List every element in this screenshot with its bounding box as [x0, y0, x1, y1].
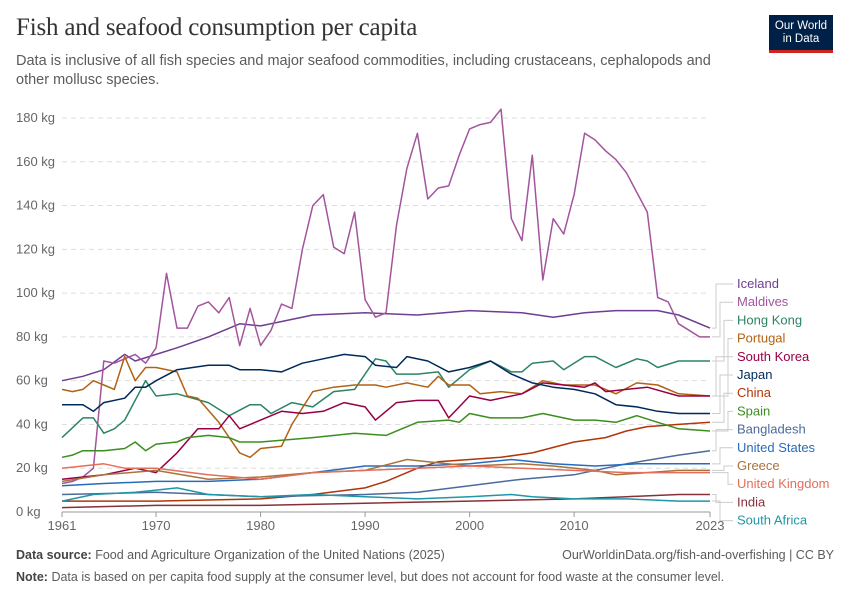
- chart-subtitle: Data is inclusive of all fish species an…: [16, 53, 711, 88]
- y-tick-label: 60 kg: [16, 373, 48, 388]
- legend-connector: [712, 338, 733, 397]
- legend-connector: [712, 429, 733, 452]
- legend-label: India: [737, 494, 766, 509]
- legend-label: Maldives: [737, 294, 789, 309]
- y-tick-label: 0 kg: [16, 504, 41, 519]
- legend-connector: [712, 356, 733, 397]
- note-text: Data is based on per capita food supply …: [51, 570, 725, 584]
- legend-label: Hong Kong: [737, 312, 802, 327]
- series-line-south-africa: [61, 487, 710, 502]
- series-line-united-kingdom: [61, 463, 710, 480]
- series-line-maldives: [61, 108, 710, 485]
- legend-connector: [712, 301, 733, 338]
- legend-connector: [712, 410, 733, 432]
- logo-line-1: Our World: [774, 20, 828, 32]
- x-tick-label: 1980: [246, 518, 275, 533]
- legend-connector: [712, 465, 733, 471]
- legend-label: Bangladesh: [737, 422, 806, 437]
- series-line-japan: [62, 353, 710, 415]
- source-text: Food and Agriculture Organization of the…: [95, 548, 445, 562]
- series-line-united-states: [61, 458, 710, 487]
- y-tick-label: 120 kg: [16, 241, 55, 256]
- legend-label: Iceland: [737, 276, 779, 291]
- owid-logo[interactable]: Our World in Data: [769, 15, 833, 53]
- legend-connector: [712, 472, 733, 485]
- legend-label: United Kingdom: [737, 476, 830, 491]
- source-url[interactable]: OurWorldinData.org/fish-and-overfishing …: [562, 548, 834, 562]
- y-tick-label: 160 kg: [16, 154, 55, 169]
- legend-connector: [712, 500, 733, 522]
- note: Note: Data is based on per capita food s…: [16, 570, 724, 584]
- series-line-greece: [61, 458, 710, 483]
- series-line-india: [61, 493, 710, 509]
- legend-label: Greece: [737, 458, 780, 473]
- legend-label: Portugal: [737, 331, 786, 346]
- legend-label: South Africa: [737, 513, 808, 528]
- y-tick-label: 40 kg: [16, 416, 48, 431]
- legend-connector: [712, 447, 733, 465]
- legend-label: China: [737, 385, 772, 400]
- y-tick-label: 20 kg: [16, 460, 48, 475]
- legend-label: South Korea: [737, 349, 810, 364]
- y-tick-label: 100 kg: [16, 285, 55, 300]
- x-tick-label: 1990: [351, 518, 380, 533]
- note-label: Note:: [16, 570, 48, 584]
- series-line-iceland: [61, 309, 711, 382]
- x-tick-label: 2010: [560, 518, 589, 533]
- series-line-south-korea: [61, 382, 710, 480]
- y-tick-label: 140 kg: [16, 198, 55, 213]
- y-tick-label: 180 kg: [16, 110, 55, 125]
- legend-label: Japan: [737, 367, 772, 382]
- series-line-portugal: [61, 355, 711, 459]
- legend-connector: [712, 374, 733, 414]
- legend-label: Spain: [737, 403, 770, 418]
- x-tick-label: 1961: [48, 518, 77, 533]
- x-tick-label: 2023: [696, 518, 725, 533]
- source-label: Data source:: [16, 548, 92, 562]
- legend-connector: [712, 392, 733, 423]
- legend-label: United States: [737, 440, 816, 455]
- x-tick-label: 2000: [455, 518, 484, 533]
- data-source: Data source: Food and Agriculture Organi…: [16, 548, 445, 562]
- logo-line-2: in Data: [782, 33, 820, 45]
- chart-title: Fish and seafood consumption per capita: [16, 14, 418, 41]
- x-tick-label: 1970: [142, 518, 171, 533]
- y-tick-label: 80 kg: [16, 329, 48, 344]
- series-line-spain: [61, 412, 711, 459]
- legend-connector: [712, 319, 733, 362]
- legend-connector: [712, 493, 733, 503]
- legend-connector: [712, 283, 733, 329]
